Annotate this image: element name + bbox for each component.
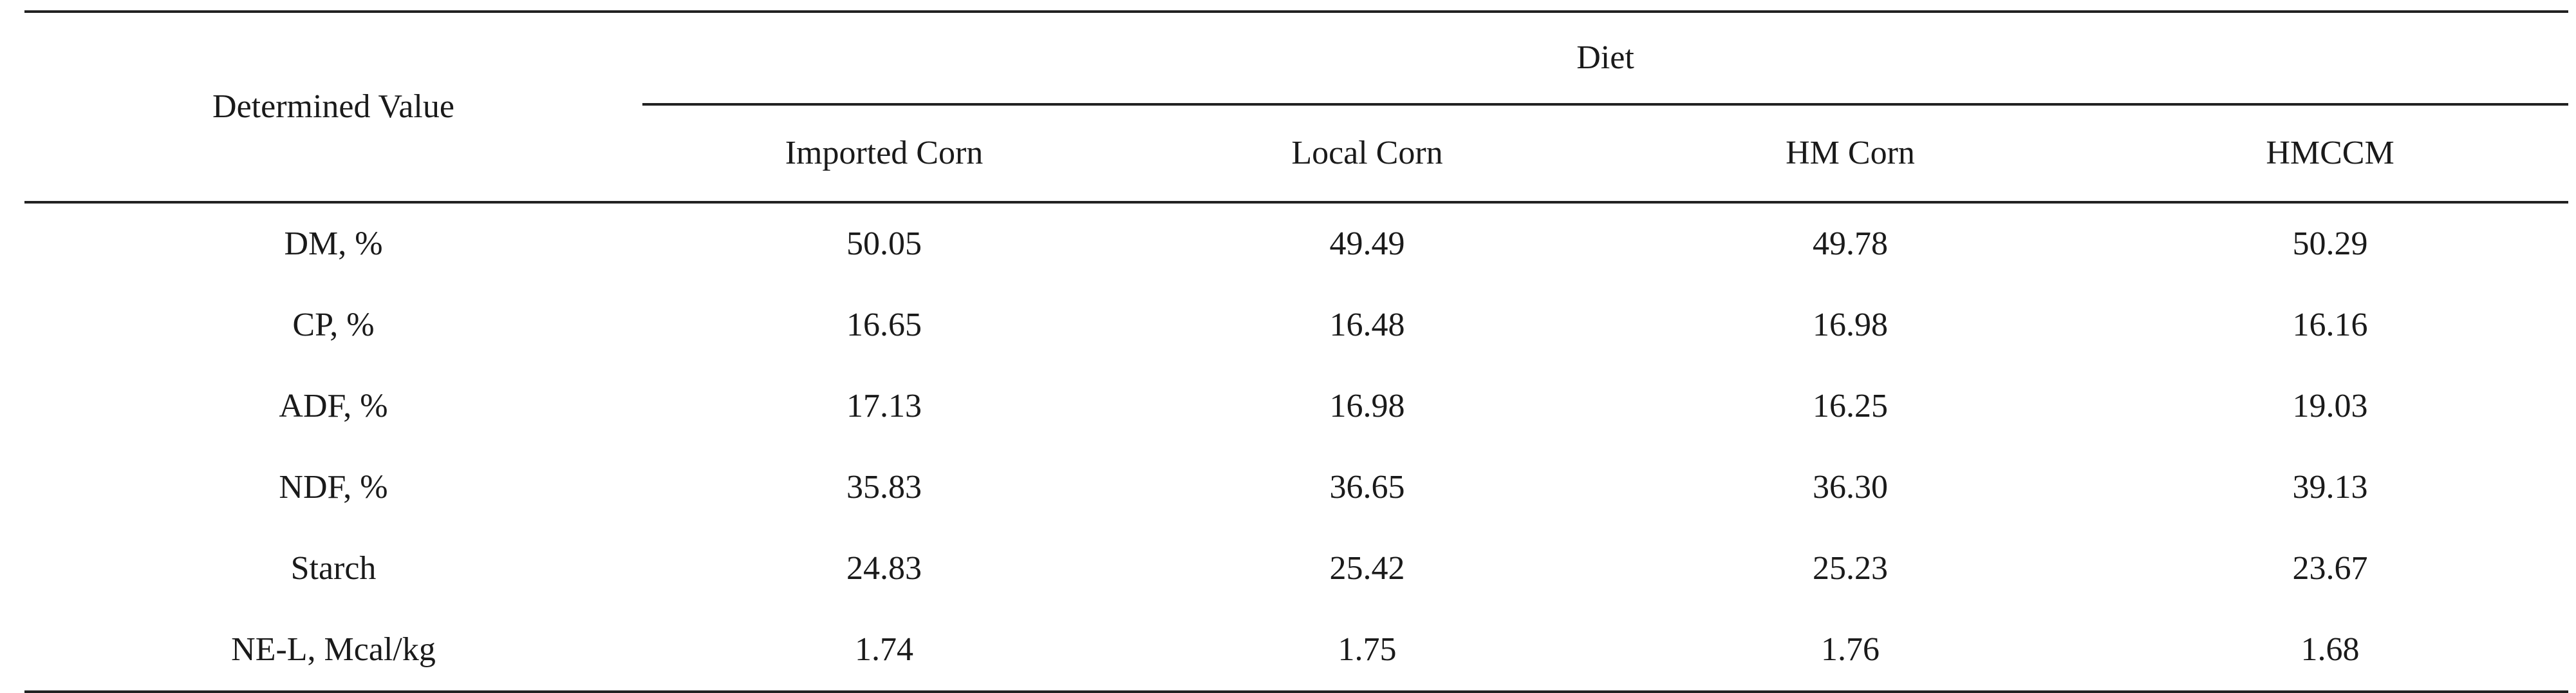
table-cell: 49.78 — [1813, 225, 1888, 262]
row-label: NDF, % — [279, 469, 388, 506]
column-header: HM Corn — [1609, 104, 2092, 204]
composition-table-container: Determined Value Diet Imported Corn Loca… — [24, 10, 2569, 693]
table-cell: 36.30 — [1813, 469, 1888, 506]
table-row: NE-L, Mcal/kg 1.74 1.75 1.76 1.68 — [24, 609, 2569, 693]
table-cell: 16.16 — [2292, 307, 2368, 343]
table-cell: 19.03 — [2292, 388, 2368, 424]
row-label: Starch — [290, 550, 377, 587]
table-cell: 16.65 — [846, 307, 922, 343]
table-cell: 1.75 — [1126, 609, 1609, 693]
table-cell: 50.29 — [2292, 225, 2368, 262]
table-row: Starch 24.83 25.42 25.23 23.67 — [24, 528, 2568, 609]
table-row: CP, % 16.65 16.48 16.98 16.16 — [24, 285, 2568, 366]
table-cell: 49.49 — [1329, 225, 1405, 262]
table-cell: 17.13 — [846, 388, 922, 424]
diet-composition-table: Determined Value Diet Imported Corn Loca… — [24, 10, 2569, 693]
column-header: Local Corn — [1126, 104, 1609, 204]
row-header-determined-value: Determined Value — [24, 10, 642, 204]
column-header: Imported Corn — [642, 104, 1126, 204]
table-cell: 16.98 — [1813, 307, 1888, 343]
row-label: DM, % — [284, 225, 383, 262]
row-label: CP, % — [292, 307, 375, 343]
table-cell: 35.83 — [846, 469, 922, 506]
table-row: DM, % 50.05 49.49 49.78 50.29 — [24, 202, 2568, 285]
table-cell: 1.74 — [642, 609, 1126, 693]
table-header-row-columns: Imported Corn Local Corn HM Corn HMCCM — [24, 104, 2569, 204]
table-cell: 25.42 — [1329, 550, 1405, 587]
table-cell: 24.83 — [846, 550, 922, 587]
group-header-diet: Diet — [642, 10, 2569, 106]
row-label: ADF, % — [279, 388, 388, 424]
table-cell: 50.05 — [846, 225, 922, 262]
table-row: NDF, % 35.83 36.65 36.30 39.13 — [24, 447, 2568, 528]
table-cell: 1.68 — [2092, 609, 2569, 693]
table-cell: 23.67 — [2292, 550, 2368, 587]
table-cell: 16.25 — [1813, 388, 1888, 424]
table-cell: 16.98 — [1329, 388, 1405, 424]
table-cell: 36.65 — [1329, 469, 1405, 506]
table-cell: 1.76 — [1609, 609, 2092, 693]
table-cell: 39.13 — [2292, 469, 2368, 506]
table-cell: 16.48 — [1329, 307, 1405, 343]
table-header-row-group: Determined Value Diet — [24, 10, 2569, 204]
table-cell: 25.23 — [1813, 550, 1888, 587]
row-label: NE-L, Mcal/kg — [24, 609, 642, 693]
column-header: HMCCM — [2092, 104, 2569, 204]
table-row: ADF, % 17.13 16.98 16.25 19.03 — [24, 366, 2568, 447]
